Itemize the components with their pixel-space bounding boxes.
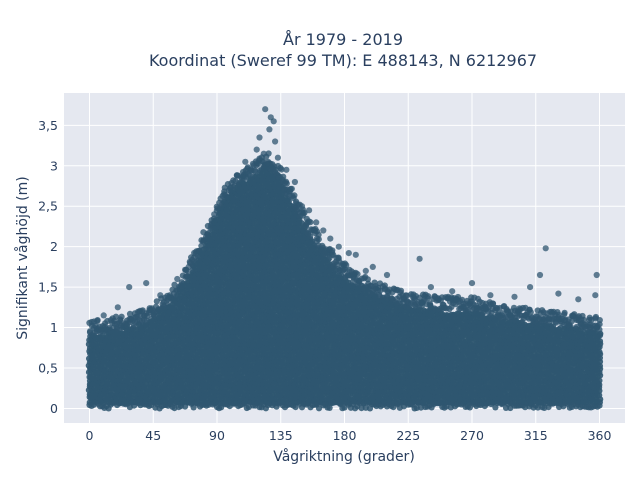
data-point (153, 298, 160, 305)
data-point (291, 192, 298, 199)
data-point (126, 310, 134, 317)
data-point (117, 317, 124, 324)
data-point (94, 317, 101, 324)
data-point (277, 164, 284, 172)
data-point (300, 210, 307, 217)
data-point (307, 219, 314, 226)
data-point (315, 236, 322, 243)
data-point (287, 185, 294, 193)
data-point (283, 180, 290, 187)
scatter-points (85, 106, 604, 412)
